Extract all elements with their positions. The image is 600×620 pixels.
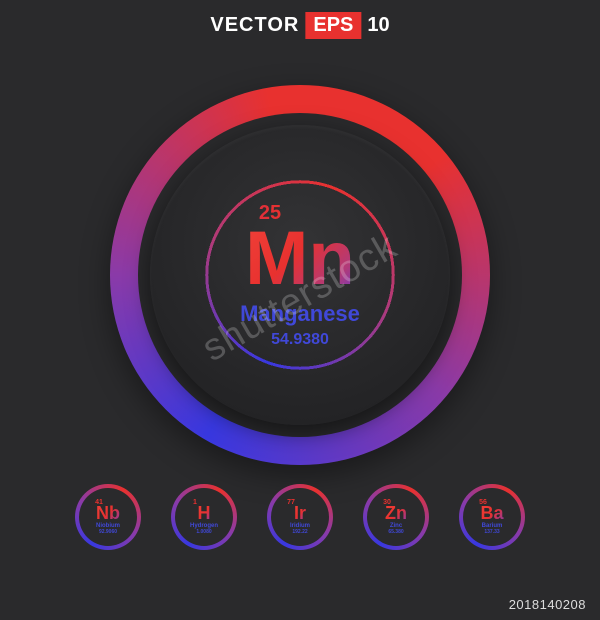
mini-symbol: Zn [385,504,407,522]
mini-mass: 1.0080 [196,529,211,535]
mini-element-h: 1 H Hydrogen 1.0080 [171,484,237,550]
main-element-card: 25 Mn Manganese 54.9380 [110,85,490,465]
mini-info: 30 Zn Zinc 65.380 [369,490,423,544]
mini-info: 77 Ir Iridium 192.22 [273,490,327,544]
mini-element-ba: 56 Ba Barium 137.33 [459,484,525,550]
mini-element-ir: 77 Ir Iridium 192.22 [267,484,333,550]
mini-symbol: Ba [480,504,503,522]
element-symbol: Mn [245,221,355,297]
version-label: 10 [367,14,389,37]
mini-atomic-number: 1 [193,499,197,506]
mini-element-zn: 30 Zn Zinc 65.380 [363,484,429,550]
mini-info: 56 Ba Barium 137.33 [465,490,519,544]
mini-mass: 92.9060 [99,529,117,535]
mini-symbol: H [198,504,211,522]
atomic-mass: 54.9380 [271,331,329,349]
header-badge: VECTOR EPS 10 [210,12,389,39]
eps-badge: EPS [305,12,361,39]
vector-label: VECTOR [210,14,299,37]
mini-mass: 192.22 [292,529,307,535]
element-name: Manganese [240,301,360,327]
mini-elements-row: 41 Nb Niobium 92.9060 1 H Hydrogen 1.008… [75,484,525,550]
element-content: 25 Mn Manganese 54.9380 [180,155,420,395]
mini-info: 41 Nb Niobium 92.9060 [81,490,135,544]
mini-symbol: Ir [294,504,306,522]
mini-symbol: Nb [96,504,120,522]
mini-info: 1 H Hydrogen 1.0080 [177,490,231,544]
stock-id: 2018140208 [509,597,586,612]
mini-element-nb: 41 Nb Niobium 92.9060 [75,484,141,550]
mini-mass: 137.33 [484,529,499,535]
mini-mass: 65.380 [388,529,403,535]
